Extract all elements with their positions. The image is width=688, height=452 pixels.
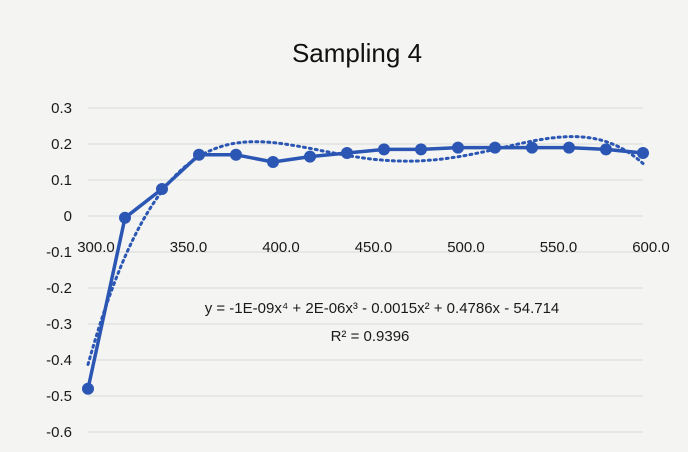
data-point <box>341 147 353 159</box>
y-tick-label: 0 <box>64 208 72 225</box>
data-point <box>415 143 427 156</box>
data-point <box>267 156 279 168</box>
trendline-equation: y = -1E-09x⁴ + 2E-06x³ - 0.0015x² + 0.47… <box>205 300 560 317</box>
data-point <box>82 382 94 395</box>
x-axis-ticks: 300.0 350.0 400.0 450.0 500.0 550.0 600.0 <box>77 239 670 256</box>
x-tick-label: 350.0 <box>170 239 208 256</box>
data-point <box>526 141 538 154</box>
data-point <box>489 141 501 154</box>
x-tick-label: 400.0 <box>262 239 300 256</box>
y-tick-label: 0.2 <box>51 136 72 153</box>
trendline-r-squared: R² = 0.9396 <box>331 328 410 345</box>
data-point <box>637 147 649 159</box>
y-tick-label: -0.3 <box>46 316 72 333</box>
data-point <box>452 141 464 154</box>
x-tick-label: 450.0 <box>355 239 393 256</box>
y-tick-label: -0.4 <box>46 352 72 369</box>
x-tick-label: 600.0 <box>632 239 670 256</box>
data-point <box>600 143 612 156</box>
y-tick-label: 0.3 <box>51 100 72 117</box>
y-axis-ticks: 0.3 0.2 0.1 0 -0.1 -0.2 -0.3 -0.4 -0.5 -0.6 <box>46 100 72 441</box>
y-tick-label: -0.6 <box>46 424 72 441</box>
x-tick-label: 300.0 <box>77 239 115 256</box>
gridlines <box>88 107 643 433</box>
chart-title: Sampling 4 <box>292 38 422 68</box>
x-tick-label: 550.0 <box>540 239 578 256</box>
data-point <box>119 211 131 224</box>
series-line <box>86 145 644 390</box>
y-tick-label: -0.1 <box>46 244 72 261</box>
x-tick-label: 500.0 <box>447 239 485 256</box>
data-point <box>193 148 205 161</box>
data-point <box>156 183 168 195</box>
data-point <box>230 148 242 161</box>
y-tick-label: -0.5 <box>46 388 72 405</box>
data-point <box>378 143 390 156</box>
series-layer <box>82 141 649 395</box>
y-tick-label: -0.2 <box>46 280 72 297</box>
y-tick-label: 0.1 <box>51 172 72 189</box>
data-point <box>563 141 575 154</box>
data-point <box>304 150 316 163</box>
